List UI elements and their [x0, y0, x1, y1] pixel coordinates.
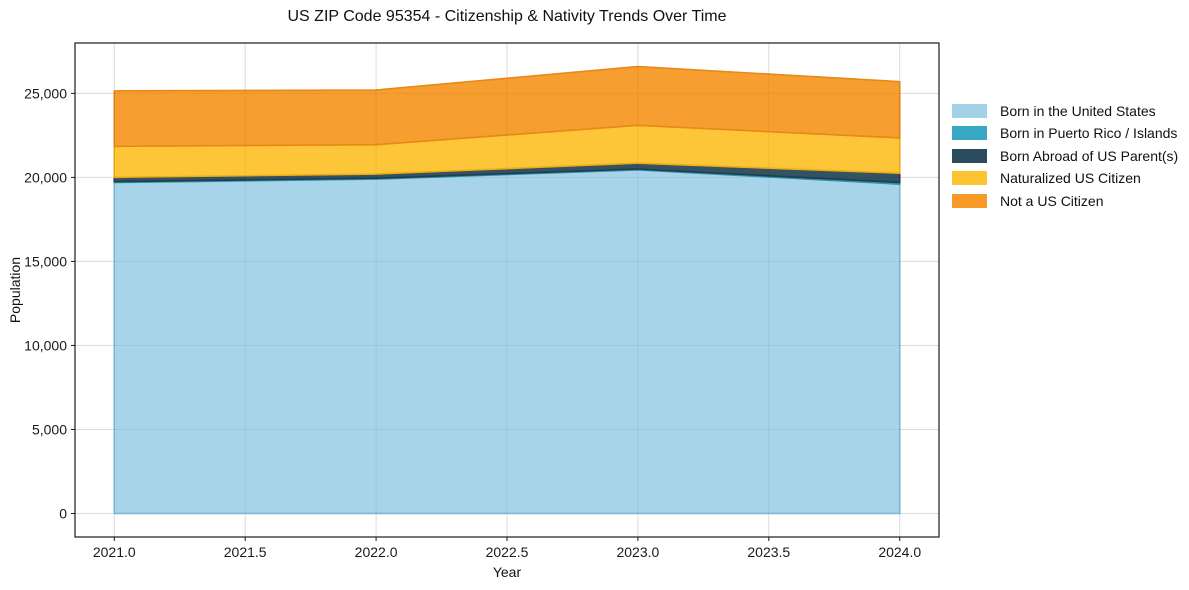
y-tick-label: 0 [59, 505, 67, 521]
x-tick-label: 2021.5 [224, 544, 267, 560]
legend-label: Born in Puerto Rico / Islands [1000, 125, 1178, 142]
area-not-a-us-citizen [113, 65, 901, 148]
x-tick-label: 2022.0 [355, 544, 398, 560]
legend: Born in the United States Born in Puerto … [952, 103, 1179, 216]
x-tick-label: 2022.5 [486, 544, 529, 560]
x-tick-label: 2021.0 [93, 544, 136, 560]
x-tick-label: 2024.0 [878, 544, 921, 560]
legend-swatch [952, 126, 987, 141]
legend-swatch [952, 104, 987, 118]
legend-item-4: Not a US Citizen [952, 192, 1178, 209]
legend-item-1: Born in Puerto Rico / Islands [952, 125, 1178, 142]
legend-label: Born in the United States [1000, 103, 1156, 119]
y-tick-label: 10,000 [24, 337, 67, 353]
legend-item-2: Born Abroad of US Parent(s) [952, 147, 1179, 164]
y-tick-label: 5,000 [32, 421, 67, 437]
x-tick-label: 2023.5 [747, 544, 790, 560]
legend-swatch [952, 148, 987, 163]
legend-item-0: Born in the United States [952, 103, 1178, 119]
x-tick-label: 2023.0 [616, 544, 659, 560]
legend-swatch [952, 193, 987, 208]
legend-label: Naturalized US Citizen [1000, 170, 1141, 187]
y-tick-label: 20,000 [24, 169, 67, 185]
legend-label: Born Abroad of US Parent(s) [1000, 147, 1179, 164]
y-tick-label: 15,000 [24, 253, 67, 269]
legend-swatch [952, 171, 987, 186]
y-tick-label: 25,000 [24, 85, 67, 101]
x-axis-label: Year [492, 564, 522, 580]
legend-item-3: Naturalized US Citizen [952, 170, 1178, 187]
chart-title: US ZIP Code 95354 - Citizenship & Nativi… [287, 8, 727, 25]
legend-label: Not a US Citizen [1000, 192, 1104, 209]
